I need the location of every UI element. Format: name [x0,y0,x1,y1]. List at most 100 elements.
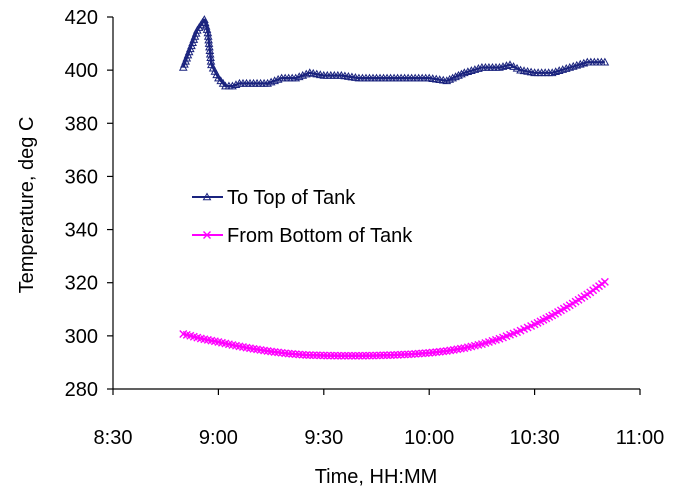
data-point [347,351,356,360]
data-point [337,351,346,360]
data-point [294,72,304,81]
y-tick-label: 320 [65,273,98,295]
data-point [266,77,276,86]
data-point [203,31,213,40]
data-point [351,351,360,360]
y-tick-label: 380 [65,113,98,135]
y-tick-label: 400 [65,60,98,82]
data-point [474,64,483,72]
x-tick-label: 9:00 [199,427,238,449]
legend-label-top-of-tank: To Top of Tank [227,187,356,209]
data-point [319,351,328,360]
legend-marker-top-of-tank [202,192,212,201]
data-point [575,59,585,68]
data-point [386,351,395,360]
data-point [206,56,216,65]
legend-entry-bottom: From Bottom of Tank [192,225,413,247]
data-point [579,58,589,67]
y-tick-label: 420 [65,7,98,29]
data-point [205,42,214,51]
data-point [361,351,370,360]
data-point [302,350,311,359]
legend-marker [203,231,211,239]
data-point [512,63,522,72]
data-point [400,350,409,359]
x-tick-label: 10:00 [404,427,454,449]
series-bottom-of-tank [179,277,609,360]
data-point [451,72,460,81]
data-point [333,351,342,360]
x-tick-label: 8:30 [94,427,133,449]
data-point [263,78,272,87]
data-point [565,62,575,71]
data-point [547,68,557,77]
data-point [463,67,473,76]
data-point [558,65,568,73]
y-tick-label: 300 [65,326,98,348]
data-point [201,21,211,30]
data-point [448,73,457,82]
legend-marker-bottom-of-tank [203,231,211,239]
data-point [454,70,463,79]
data-point [505,60,515,69]
data-point [273,74,283,83]
data-point [204,35,213,44]
data-point [205,46,215,54]
data-point [204,39,214,47]
data-point [270,76,279,85]
data-point [326,351,335,360]
data-point [572,60,582,69]
data-point [309,351,318,360]
x-tick-label: 9:30 [304,427,343,449]
data-point [312,351,321,360]
data-point [228,81,237,90]
data-point [231,80,241,89]
data-point [291,73,301,82]
data-point [203,28,213,37]
x-tick-label: 11:00 [616,427,665,449]
y-tick-label: 360 [65,166,98,188]
data-point [372,351,381,360]
data-point [561,64,571,72]
x-tick-label: 10:30 [510,427,560,449]
legend-label-bottom-of-tank: From Bottom of Tank [227,225,413,247]
data-point [442,76,452,85]
data-point [323,351,332,360]
y-ticks: 280 300 320 340 360 380 400 420 [65,7,113,401]
series-line [182,18,605,88]
data-point [393,350,402,359]
legend-marker [202,192,212,201]
data-point [330,351,339,360]
data-point [445,74,455,83]
x-ticks: 8:30 9:00 9:30 10:00 10:30 11:00 [94,389,665,449]
x-axis-title: Time, HH:MM [315,466,438,488]
data-point [202,25,212,33]
series-layer [178,15,610,360]
data-point [457,69,466,78]
data-point [600,57,610,66]
data-point [404,350,413,359]
data-point [358,351,367,360]
data-point [390,350,399,359]
data-point [383,351,392,360]
data-point [206,53,215,62]
data-point [509,62,518,70]
data-point [600,277,609,286]
data-point [205,49,215,58]
data-point [298,70,308,79]
data-point [354,351,363,360]
legend-entry-top: To Top of Tank [192,187,356,209]
data-point [340,351,349,360]
data-point [470,65,480,73]
series-top-of-tank [178,15,610,90]
legend: To Top of Tank From Bottom of Tank [192,187,413,247]
data-point [379,351,388,360]
data-point [305,351,314,360]
data-point [368,351,377,360]
data-point [344,351,353,360]
data-point [365,351,374,360]
y-tick-label: 280 [65,379,98,401]
y-axis-title: Temperature, deg C [16,117,38,294]
data-point [554,66,564,74]
